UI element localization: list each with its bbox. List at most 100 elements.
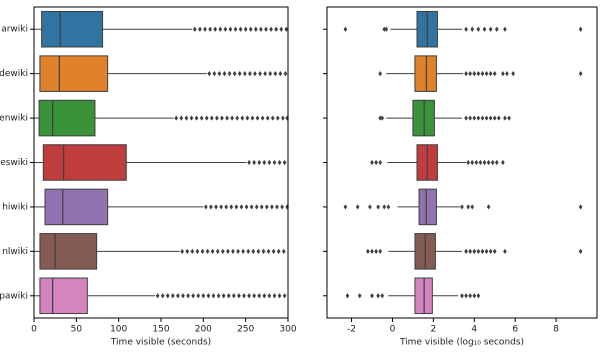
x-axis-label: Time visible (log₁₀ seconds)	[399, 338, 524, 348]
outlier	[236, 248, 240, 254]
box	[39, 233, 98, 270]
outlier	[219, 204, 223, 210]
outlier	[258, 71, 262, 77]
outlier	[578, 204, 583, 210]
outlier	[374, 248, 378, 254]
outlier	[501, 159, 505, 166]
outlier	[245, 115, 250, 121]
outlier	[490, 159, 495, 166]
outlier	[482, 159, 487, 166]
box	[41, 10, 104, 48]
outlier	[262, 159, 267, 166]
x-axis-label: Time visible (seconds)	[110, 338, 211, 348]
outlier	[237, 71, 242, 77]
outlier	[378, 248, 383, 254]
outlier	[247, 159, 251, 166]
outlier	[281, 248, 286, 254]
outlier	[215, 115, 219, 121]
outlier	[272, 159, 277, 166]
outlier	[269, 26, 273, 32]
outlier	[265, 115, 270, 121]
box	[39, 277, 88, 315]
outlier	[191, 293, 195, 299]
outlier	[255, 115, 260, 121]
outlier	[243, 71, 247, 77]
outlier	[263, 71, 267, 77]
outlier	[468, 115, 473, 121]
outlier	[370, 248, 374, 254]
outlier	[203, 26, 207, 32]
outlier	[266, 248, 271, 254]
outlier	[470, 26, 475, 32]
outlier	[208, 26, 212, 32]
outlier	[281, 115, 285, 121]
outlier	[476, 115, 481, 121]
outlier	[492, 115, 497, 121]
outlier	[277, 159, 282, 166]
x-tick-label: 8	[553, 325, 559, 335]
x-tick-label: 300	[279, 325, 296, 335]
outlier	[472, 293, 477, 299]
outlier	[277, 293, 282, 299]
outlier	[270, 115, 275, 121]
outlier	[486, 204, 491, 210]
outlier	[279, 26, 284, 32]
outlier	[232, 71, 237, 77]
outlier	[180, 248, 184, 254]
outlier	[496, 115, 501, 121]
outlier	[343, 204, 348, 210]
outlier	[221, 293, 226, 299]
outlier	[259, 26, 263, 32]
outlier	[204, 115, 209, 121]
outlier	[472, 248, 477, 254]
outlier	[193, 26, 197, 32]
outlier	[211, 293, 216, 299]
outlier	[231, 248, 235, 254]
outlier	[464, 115, 468, 121]
x-tick-label: 4	[471, 325, 477, 335]
outlier	[480, 71, 485, 77]
outlier	[343, 26, 348, 32]
outlier	[213, 26, 218, 32]
outlier	[472, 71, 477, 77]
outlier	[222, 71, 227, 77]
outlier	[227, 71, 232, 77]
outlier	[260, 115, 265, 121]
outlier	[256, 248, 261, 254]
outlier	[160, 293, 165, 299]
outlier	[198, 26, 202, 32]
box	[38, 99, 96, 137]
outlier	[265, 204, 269, 210]
outlier	[238, 26, 243, 32]
outlier	[488, 115, 493, 121]
x-tick-label: -2	[347, 325, 356, 335]
outlier	[470, 204, 475, 210]
outlier	[501, 71, 505, 77]
outlier	[199, 115, 204, 121]
outlier	[366, 248, 370, 254]
outlier	[223, 26, 228, 32]
outlier	[230, 115, 234, 121]
outlier	[492, 71, 497, 77]
box	[418, 188, 437, 226]
outlier	[472, 115, 477, 121]
outlier	[251, 248, 256, 254]
outlier	[244, 204, 249, 210]
outlier	[370, 159, 374, 166]
outlier	[378, 159, 383, 166]
outlier	[505, 71, 509, 77]
outlier	[252, 293, 256, 299]
outlier	[209, 115, 214, 121]
outlier	[470, 159, 475, 166]
outlier	[476, 26, 481, 32]
outlier	[248, 26, 253, 32]
outlier	[253, 71, 257, 77]
outlier	[578, 248, 583, 254]
outlier	[468, 71, 473, 77]
outlier	[216, 293, 221, 299]
outlier	[486, 159, 491, 166]
outlier	[239, 204, 244, 210]
outlier	[242, 293, 246, 299]
outlier	[468, 293, 473, 299]
